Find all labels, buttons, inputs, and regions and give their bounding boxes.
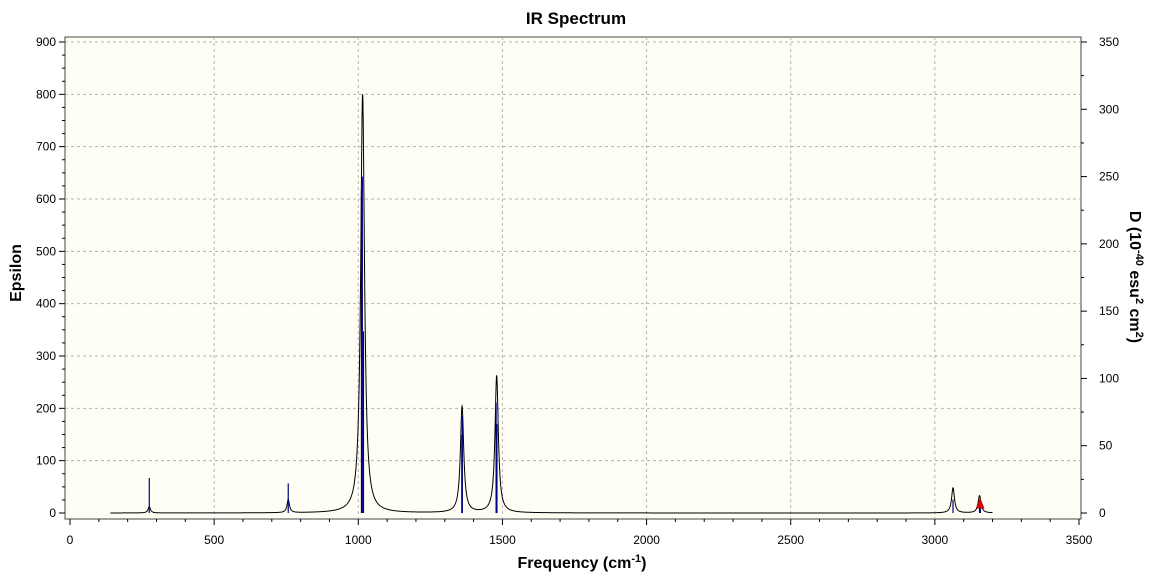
y-tick-label: 0 (49, 506, 56, 520)
y2-tick-label: 0 (1099, 506, 1106, 520)
y2-tick-label: 200 (1099, 237, 1119, 251)
x-tick-label: 0 (67, 533, 74, 547)
plot-area (64, 36, 1082, 520)
x-tick-label: 3500 (1066, 533, 1093, 547)
x-tick-label: 500 (204, 533, 224, 547)
y2-tick-label: 100 (1099, 371, 1119, 385)
y2-title-sup-1: -40 (1133, 250, 1145, 266)
y2-title-sup-3: 2 (1133, 332, 1145, 338)
y2-title-part-2: esu (1126, 266, 1143, 298)
y2-title-part-3: cm (1126, 304, 1143, 332)
grid (65, 37, 1081, 519)
x-axis-title-tail: ) (641, 555, 646, 572)
x-tick-label: 3000 (922, 533, 949, 547)
x-tick-label: 2000 (633, 533, 660, 547)
y2-tick-label: 50 (1099, 439, 1113, 453)
y-tick-label: 800 (36, 87, 56, 101)
x-tick-label: 1000 (345, 533, 372, 547)
selected-peak-marker (975, 497, 985, 509)
x-axis-title-superscript: -1 (631, 553, 641, 565)
y-tick-label: 400 (36, 297, 56, 311)
y2-tick-label: 250 (1099, 170, 1119, 184)
x-axis-title: Frequency (cm-1) (518, 553, 647, 572)
y-tick-label: 600 (36, 192, 56, 206)
chart-title: IR Spectrum (526, 9, 626, 28)
x-tick-label: 1500 (489, 533, 516, 547)
spectrum-line (110, 94, 993, 514)
spectrum-layer (110, 94, 993, 514)
y-tick-label: 700 (36, 140, 56, 154)
y2-tick-label: 350 (1099, 35, 1119, 49)
y2-tick-label: 150 (1099, 304, 1119, 318)
y-tick-label: 500 (36, 244, 56, 258)
y2-title-part-4: ) (1126, 338, 1143, 343)
y2-axis-title: D (10-40 esu2 cm2) (1126, 211, 1145, 343)
x-tick-label: 2500 (777, 533, 804, 547)
y-tick-label: 200 (36, 401, 56, 415)
y2-title-part-1: D (10 (1126, 211, 1143, 250)
y-tick-label: 900 (36, 35, 56, 49)
y-axis-title: Epsilon (8, 244, 25, 302)
y-tick-label: 100 (36, 454, 56, 468)
y2-title-sup-2: 2 (1133, 298, 1145, 304)
y2-tick-label: 300 (1099, 102, 1119, 116)
marker-layer (975, 497, 985, 509)
x-axis-title-text: Frequency (cm (518, 555, 632, 572)
axes: 0 500 1000 1500 2000 2500 3000 3500010020030040… (36, 35, 1119, 547)
y-tick-label: 300 (36, 349, 56, 363)
